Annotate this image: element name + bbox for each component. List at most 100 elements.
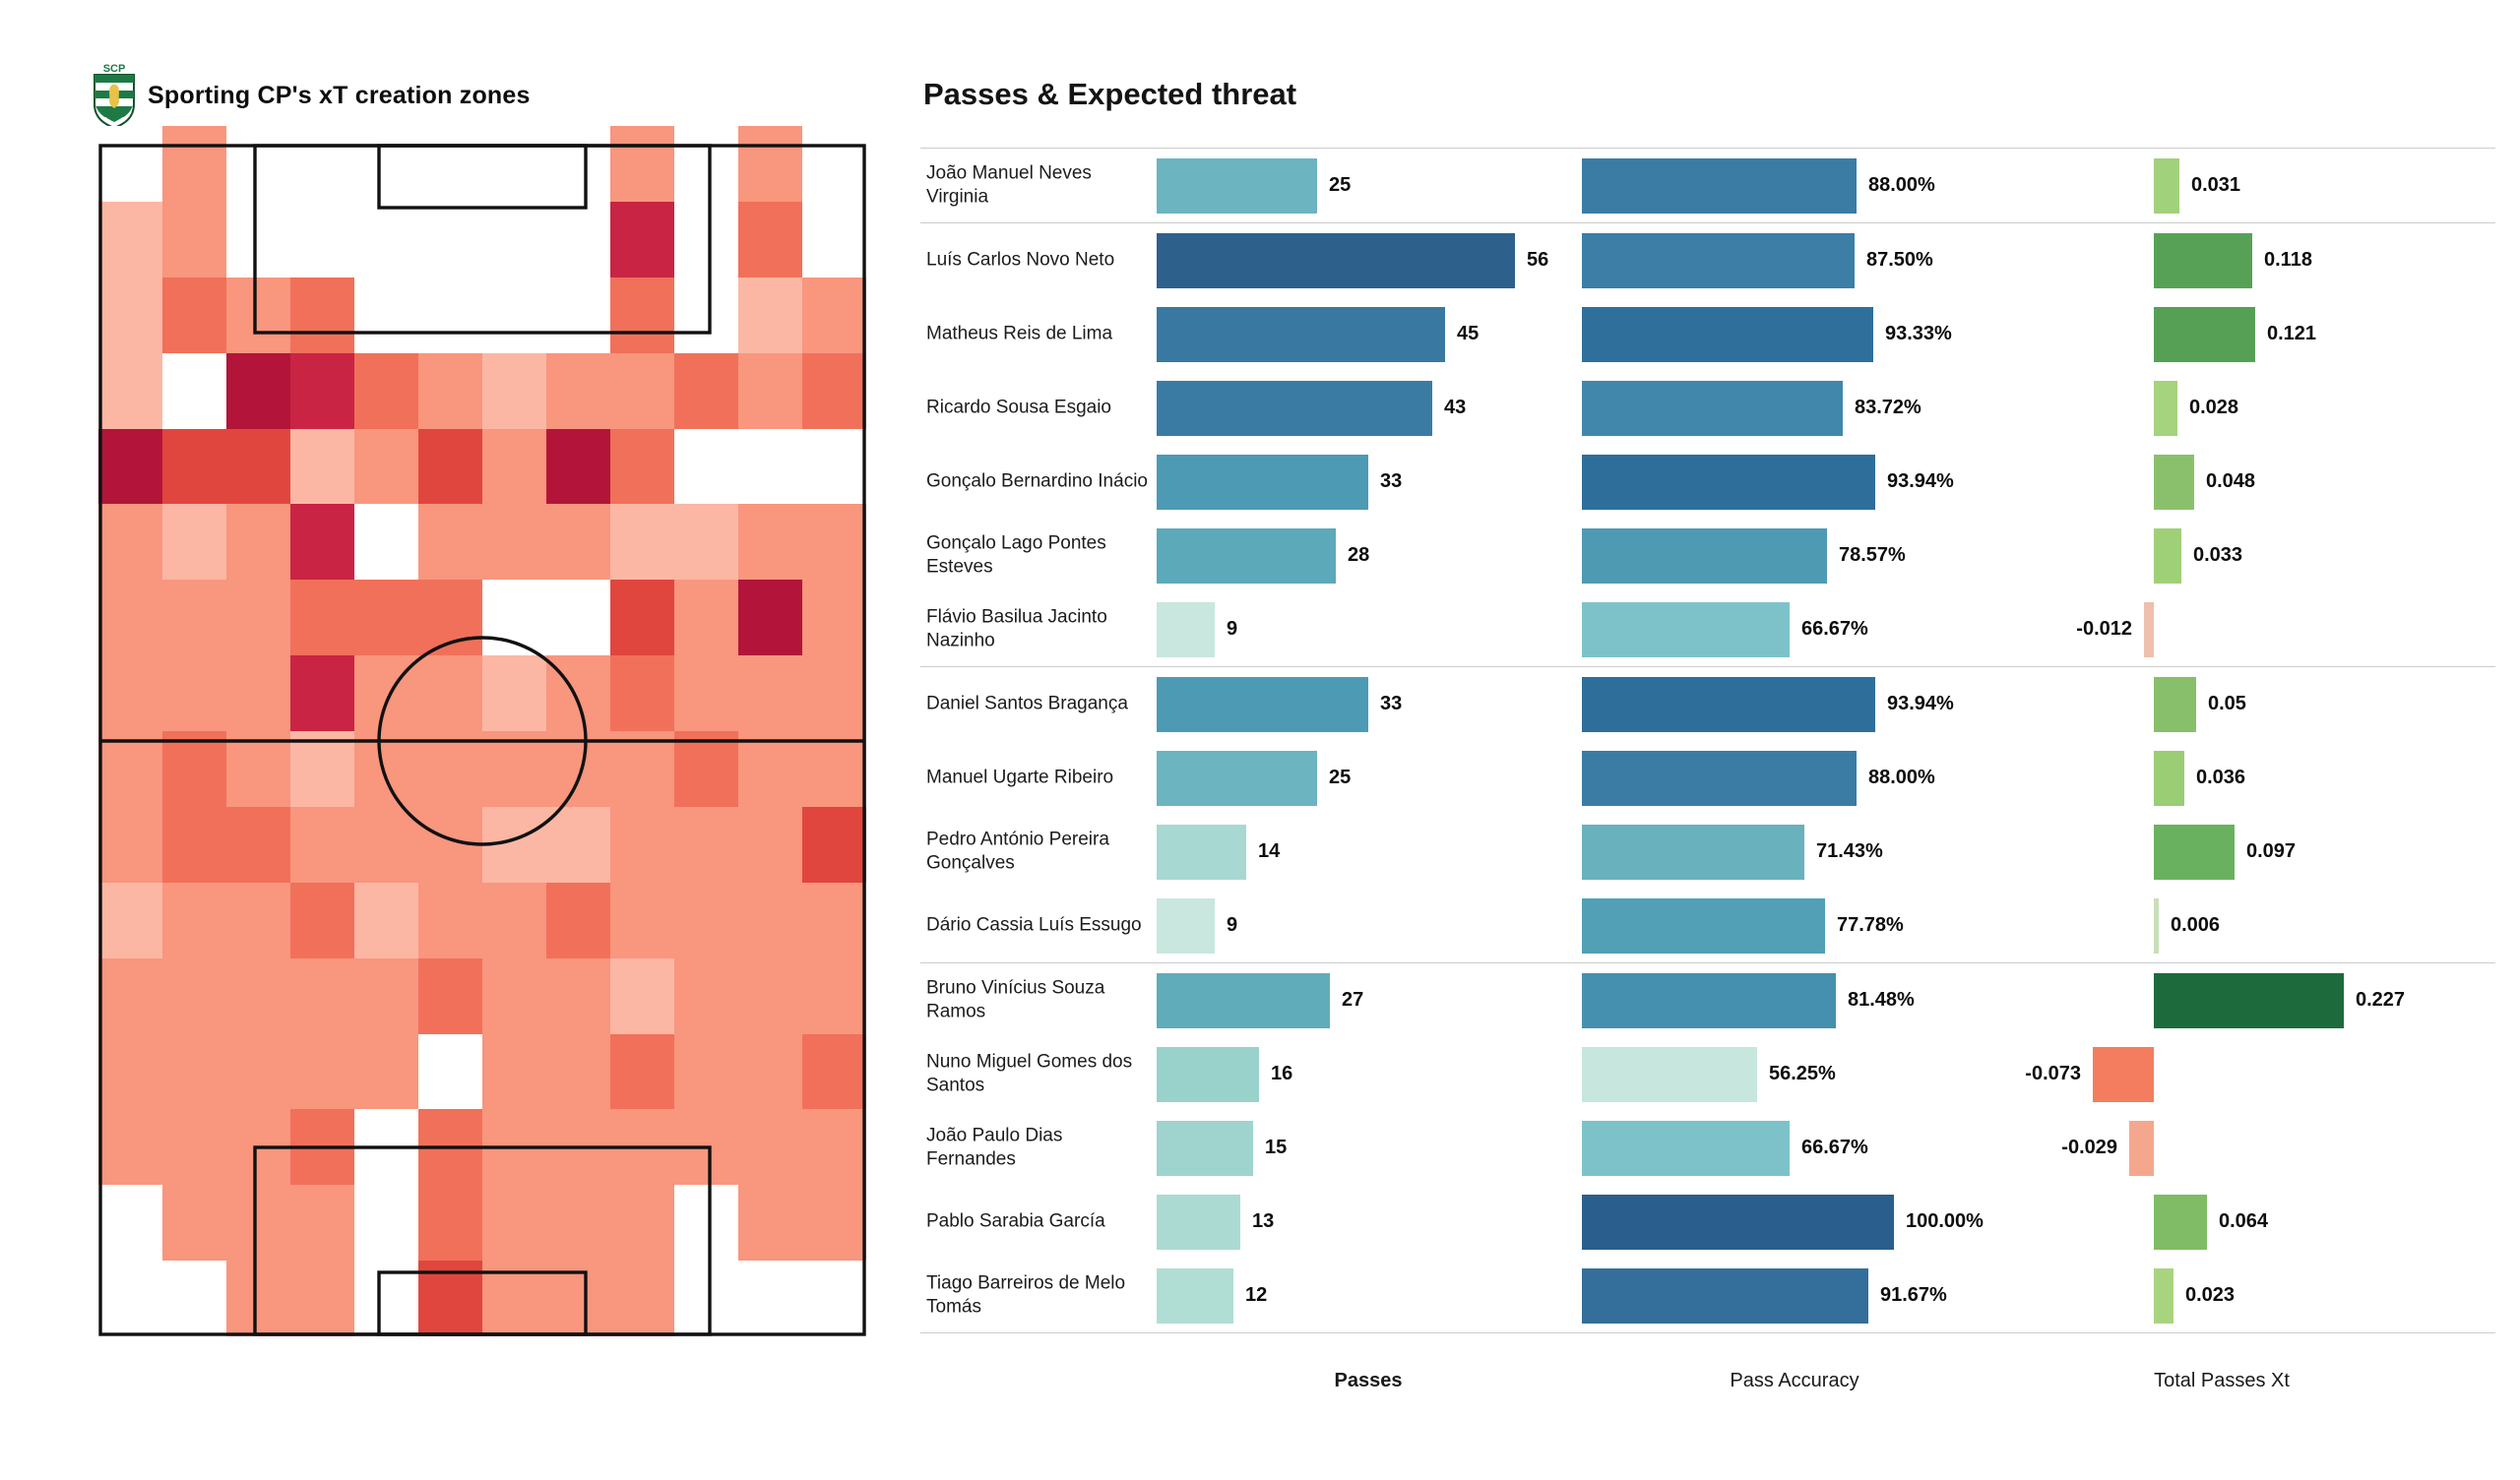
value-label: 33 — [1380, 693, 1403, 714]
heat-cell-r15-c7 — [482, 1185, 546, 1262]
heat-cell-r16-c5 — [354, 1261, 418, 1336]
heat-cell-r9-c2 — [162, 731, 226, 807]
heat-cell-r10-c12 — [802, 806, 866, 883]
heat-cell-r3-c1 — [98, 277, 162, 353]
player-row: Flávio Basilua Jacinto Nazinho 9 66.67% -0.… — [920, 592, 2495, 666]
value-label: 9 — [1227, 914, 1238, 936]
heat-cell-r1-c12 — [802, 126, 866, 202]
axis-label-pass-accuracy: Pass Accuracy — [1730, 1370, 1859, 1391]
heat-cell-r5-c5 — [354, 428, 418, 505]
heat-cell-r3-c5 — [354, 277, 418, 353]
heat-cell-r2-c7 — [482, 201, 546, 278]
value-bar — [1582, 897, 1825, 954]
heat-cell-r15-c12 — [802, 1185, 866, 1262]
passes-bar-group: 16 — [1157, 1046, 1292, 1102]
heat-cell-r14-c1 — [98, 1109, 162, 1186]
value-bar — [2154, 454, 2194, 510]
accuracy-bar-group: 88.00% — [1582, 750, 1935, 806]
heat-cell-r11-c9 — [610, 882, 674, 958]
heat-cell-r1-c4 — [290, 126, 354, 202]
value-bar — [1157, 972, 1330, 1028]
xt-bar-group: 0.227 — [2154, 972, 2405, 1028]
value-label: 66.67% — [1801, 1137, 1868, 1158]
value-bar — [1157, 750, 1317, 806]
player-row: João Manuel Neves Virginia 25 88.00% 0.031 — [920, 149, 2495, 222]
passes-bar-group: 33 — [1157, 454, 1402, 510]
heat-cell-r9-c8 — [546, 731, 610, 807]
value-bar — [1157, 1267, 1233, 1324]
player-name: João Manuel Neves Virginia — [926, 161, 1092, 208]
heat-cell-r6-c12 — [802, 504, 866, 581]
value-label: 56.25% — [1769, 1063, 1836, 1084]
value-bar — [2154, 972, 2344, 1028]
heat-cell-r10-c11 — [738, 806, 802, 883]
value-bar — [2144, 601, 2154, 657]
accuracy-bar-group: 87.50% — [1582, 232, 1933, 288]
value-label: 78.57% — [1839, 544, 1906, 566]
heat-cell-r1-c11 — [738, 126, 802, 202]
value-bar — [1582, 527, 1827, 584]
heat-cell-r4-c12 — [802, 352, 866, 429]
heat-cell-r16-c4 — [290, 1261, 354, 1336]
heat-cell-r5-c11 — [738, 428, 802, 505]
svg-text:SCP: SCP — [103, 63, 126, 75]
heat-cell-r13-c5 — [354, 1033, 418, 1110]
value-bar — [1157, 1046, 1259, 1102]
value-bar — [2154, 380, 2177, 436]
player-name: Tiago Barreiros de Melo Tomás — [926, 1271, 1126, 1318]
value-bar — [2154, 306, 2255, 362]
accuracy-bar-group: 66.67% — [1582, 1120, 1868, 1176]
heat-cell-r12-c5 — [354, 957, 418, 1034]
player-row: Nuno Miguel Gomes dos Santos 16 56.25% -0.0… — [920, 1037, 2495, 1111]
heat-cell-r4-c10 — [674, 352, 738, 429]
value-label: -0.012 — [2076, 618, 2132, 640]
heat-cell-r16-c1 — [98, 1261, 162, 1336]
value-bar — [1157, 232, 1515, 288]
heat-cell-r3-c9 — [610, 277, 674, 353]
value-label: 13 — [1252, 1210, 1275, 1232]
heat-cell-r3-c4 — [290, 277, 354, 353]
xt-bar-group: 0.006 — [2154, 897, 2220, 954]
player-row: Manuel Ugarte Ribeiro 25 88.00% 0.036 — [920, 741, 2495, 815]
value-bar — [1157, 1194, 1240, 1250]
pitch-header: SCP Sporting CP's xT creation zones — [91, 61, 531, 130]
heat-cell-r7-c1 — [98, 580, 162, 656]
heat-cell-r7-c12 — [802, 580, 866, 656]
heat-cell-r8-c1 — [98, 655, 162, 731]
heat-cell-r15-c5 — [354, 1185, 418, 1262]
value-bar — [1157, 1120, 1253, 1176]
heat-cell-r12-c8 — [546, 957, 610, 1034]
value-bar — [2154, 1267, 2174, 1324]
value-bar — [1582, 1120, 1790, 1176]
heat-cell-r1-c3 — [226, 126, 290, 202]
heat-cell-r10-c9 — [610, 806, 674, 883]
heat-cell-r6-c4 — [290, 504, 354, 581]
value-bar — [1582, 601, 1790, 657]
heat-cell-r4-c2 — [162, 352, 226, 429]
heat-cell-r7-c6 — [418, 580, 482, 656]
passes-bar-group: 27 — [1157, 972, 1363, 1028]
heat-cell-r8-c9 — [610, 655, 674, 731]
player-row: Bruno Vinícius Souza Ramos 27 81.48% 0.227 — [920, 962, 2495, 1037]
heat-cell-r4-c6 — [418, 352, 482, 429]
heat-cell-r2-c3 — [226, 201, 290, 278]
heat-cell-r11-c6 — [418, 882, 482, 958]
player-row: Tiago Barreiros de Melo Tomás 12 91.67% 0.0… — [920, 1259, 2495, 1332]
value-label: 77.78% — [1837, 914, 1904, 936]
xt-bar-group: 0.031 — [2154, 157, 2240, 214]
heat-cell-r5-c3 — [226, 428, 290, 505]
player-name: Ricardo Sousa Esgaio — [926, 397, 1111, 418]
heat-cell-r5-c1 — [98, 428, 162, 505]
heat-cell-r1-c8 — [546, 126, 610, 202]
player-row: Pedro António Pereira Gonçalves 14 71.43% 0… — [920, 815, 2495, 889]
value-label: 14 — [1258, 840, 1281, 862]
passes-bar-group: 25 — [1157, 750, 1351, 806]
accuracy-bar-group: 71.43% — [1582, 824, 1883, 880]
heat-cell-r7-c2 — [162, 580, 226, 656]
heat-cell-r15-c2 — [162, 1185, 226, 1262]
heat-cell-r7-c10 — [674, 580, 738, 656]
heat-cell-r7-c9 — [610, 580, 674, 656]
value-label: 0.05 — [2208, 693, 2246, 714]
passes-bar-group: 9 — [1157, 897, 1238, 954]
